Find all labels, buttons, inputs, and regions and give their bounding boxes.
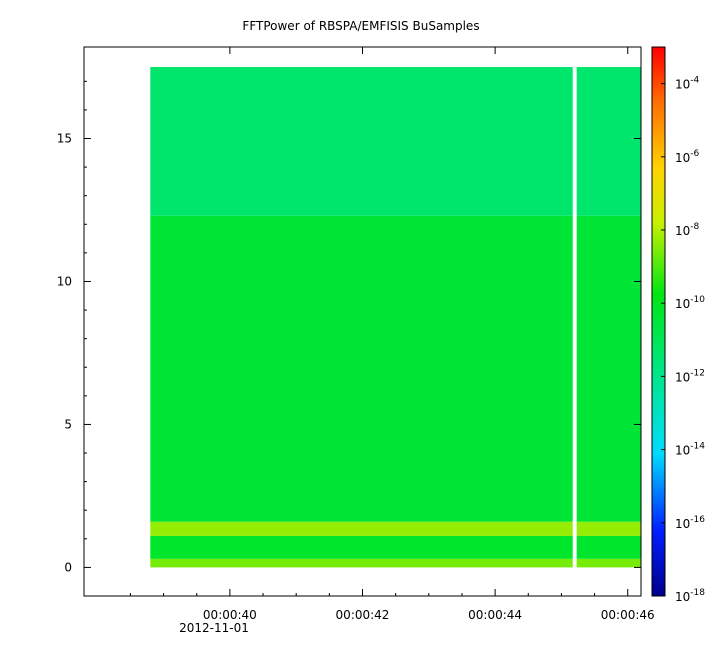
spectrogram-band (150, 558, 642, 568)
colorbar: 10-4 10-6 10-8 10-10 10-12 10-14 10-16 10-18 (651, 46, 705, 604)
y-tick-label: 0 (64, 560, 72, 574)
y-tick-label: 10 (57, 274, 72, 288)
colorbar-tick-label: 10-12 (675, 368, 705, 384)
y-tick-label: 5 (64, 417, 72, 431)
colorbar-tick-label: 10-16 (675, 515, 705, 531)
colorbar-tick-label: 10-4 (675, 76, 700, 92)
colorbar-tick-label: 10-6 (675, 149, 700, 165)
x-axis: 00:00:40 00:00:42 00:00:44 00:00:46 (129, 47, 655, 622)
chart-title: FFTPower of RBSPA/EMFISIS BuSamples (242, 19, 479, 33)
spectrogram-band (150, 521, 642, 536)
x-tick-label: 00:00:46 (601, 608, 655, 622)
spectrogram-band (150, 67, 642, 216)
x-tick-label: 00:00:44 (468, 608, 522, 622)
data-gap (572, 67, 577, 568)
y-tick-label: 15 (57, 132, 72, 146)
colorbar-tick-label: 10-8 (675, 222, 700, 238)
colorbar-tick-label: 10-10 (675, 295, 705, 311)
y-axis: 0 5 10 15 (57, 80, 641, 574)
colorbar-tick-label: 10-18 (675, 588, 705, 604)
spectrogram-plot (150, 67, 642, 568)
x-date-label: 2012-11-01 (179, 621, 249, 635)
x-tick-label: 00:00:42 (336, 608, 390, 622)
colorbar-tick-label: 10-14 (675, 442, 705, 458)
x-tick-label: 00:00:40 (203, 608, 257, 622)
spectrogram-band (150, 215, 642, 522)
spectrogram-band (150, 535, 642, 559)
colorbar-gradient (651, 46, 666, 597)
